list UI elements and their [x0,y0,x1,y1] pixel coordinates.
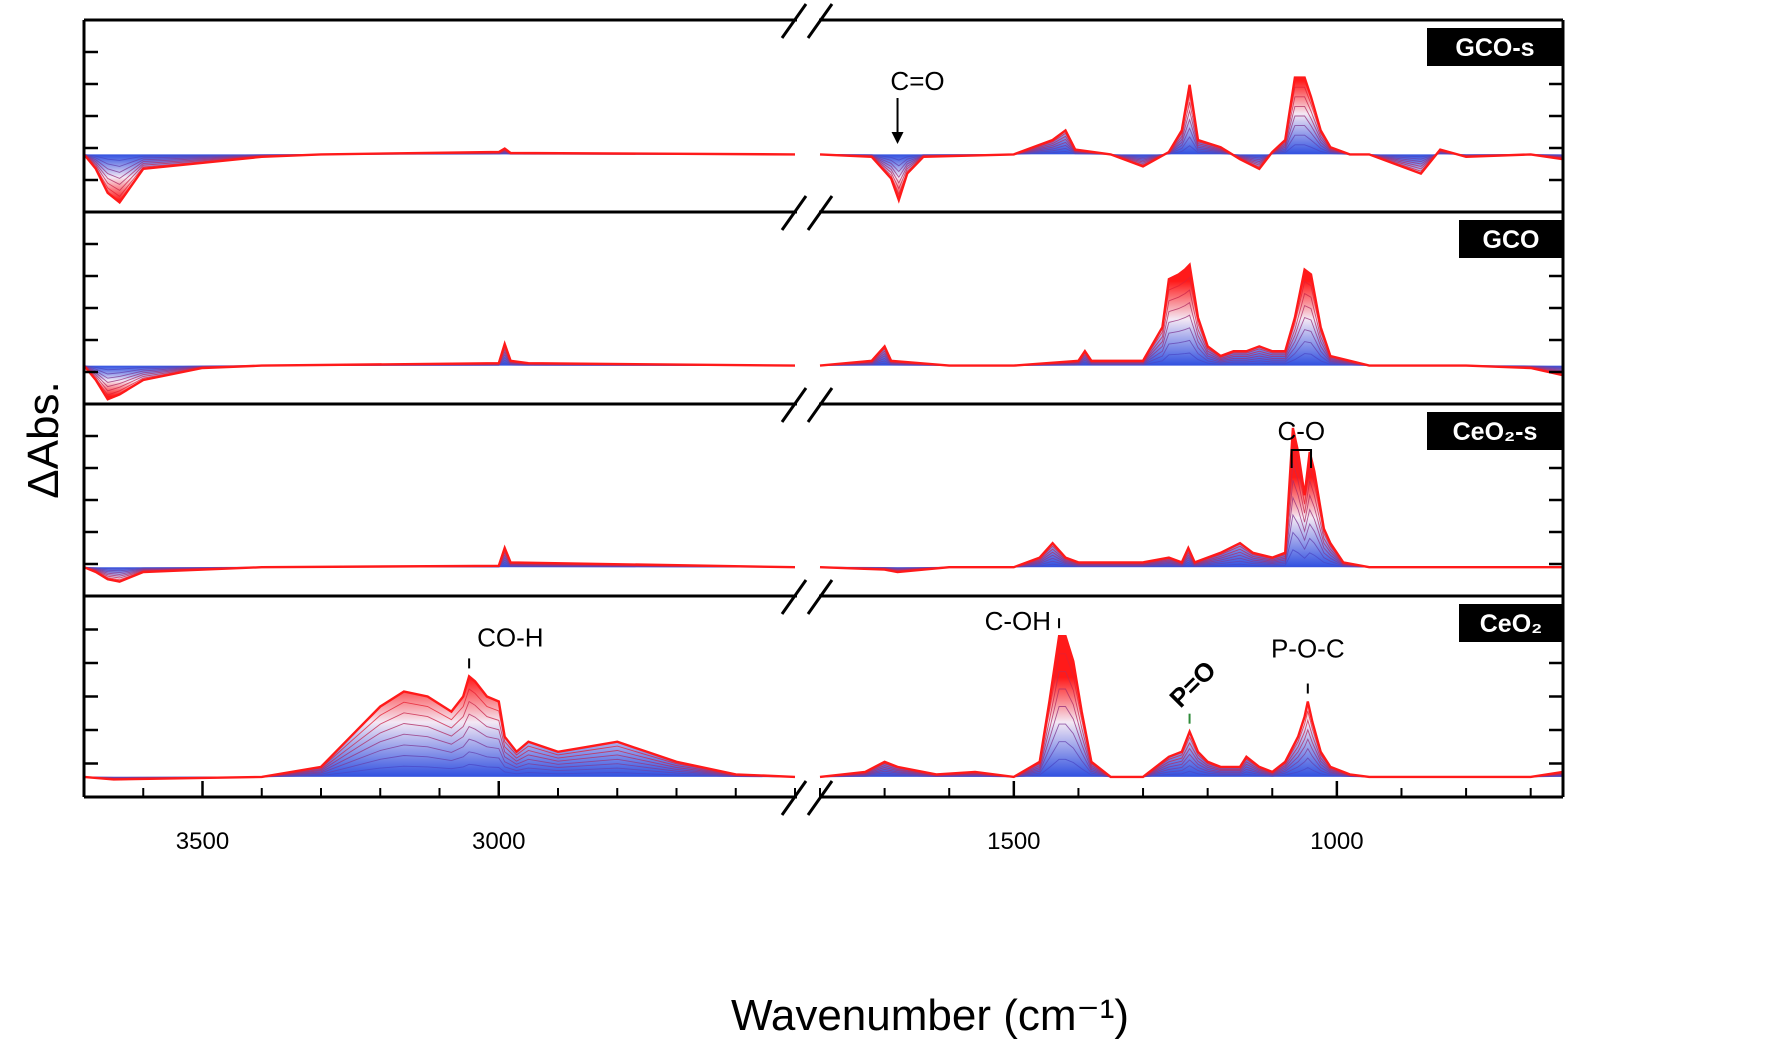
series-line [83,147,796,205]
annotation-label: P-O-C [1271,634,1345,664]
series-line [819,262,1564,377]
x-axis: 3500 3000 1500 1000 [82,3,1565,855]
annotation-label: CO-H [477,622,543,652]
x-tick-label: 3500 [176,828,229,855]
series-fill-positive [820,636,1563,777]
x-tick-label: 1000 [1310,828,1363,855]
series-line-intermediate [819,513,1563,570]
y-axis-title: ΔAbs. [19,381,68,498]
axis-break-mark [780,3,834,39]
x-tick-label: 1500 [987,828,1040,855]
x-tick-label: 3000 [472,828,525,855]
series-line-intermediate [83,763,796,778]
annotation: CO-H [468,622,544,669]
series-line-intermediate [83,726,796,779]
annotation-label: C=O [890,66,944,96]
series-line-intermediate [83,700,796,780]
series-fill-positive [820,264,1563,366]
series-line [83,674,796,781]
panel-2: GCO [83,220,1564,401]
panel-1: GCO-s C=O [83,28,1564,205]
annotation: C-OH [985,606,1061,636]
series-line-intermediate [819,549,1563,569]
panel-label-background [1427,412,1563,450]
panel-label: CeO₂ [1480,610,1543,638]
axis-break-mark [780,195,834,231]
series-line-intermediate [83,688,796,780]
series-line-intermediate [819,462,1563,572]
panel-label-background [1427,28,1563,66]
break-slash [780,780,808,816]
break-slash [780,3,808,39]
series-fill-positive [261,676,795,777]
axis-break-mark [780,387,834,423]
annotation: P-O-C [1271,634,1345,694]
series-line-intermediate [83,751,796,778]
panel-label-tag: CeO₂ [1459,604,1563,642]
series-line-intermediate [819,495,1563,571]
break-slash [806,3,834,39]
panel-label-tag: GCO [1459,220,1563,258]
panel-label-tag: GCO-s [1427,28,1563,66]
break-slash [806,780,834,816]
series-line-intermediate [819,531,1563,569]
annotation-label: C-OH [985,606,1051,636]
annotation-bracket [1290,449,1313,468]
break-slash [780,195,808,231]
series-line-intermediate [83,713,796,779]
panel-label-background [1459,604,1563,642]
annotation: C=O [890,66,945,144]
series-line-intermediate [83,738,796,779]
break-slash [780,387,808,423]
panel-label-tag: CeO₂-s [1427,412,1563,450]
series-line [83,340,796,401]
panel-3: CeO₂-s C-O [83,412,1563,583]
panel-label-background [1459,220,1563,258]
annotation-label: C-O [1277,416,1325,446]
series-fill-positive [1013,77,1458,155]
axis-break-mark [780,579,834,615]
series-line [83,544,796,583]
break-slash [806,195,834,231]
series-line-intermediate [819,480,1563,571]
axis-break-mark [780,780,834,816]
break-slash [806,579,834,615]
series-line [819,76,1564,204]
series-line [819,635,1564,779]
panel-label: CeO₂-s [1453,418,1538,446]
series-line [819,427,1563,574]
panel-label: GCO-s [1455,34,1534,62]
panel-label: GCO [1483,226,1540,254]
annotation-arrow-head [891,132,904,144]
break-slash [806,387,834,423]
x-axis-title: Wavenumber (cm⁻¹) [731,991,1129,1040]
break-slash [780,579,808,615]
annotation: C-O [1277,416,1325,468]
